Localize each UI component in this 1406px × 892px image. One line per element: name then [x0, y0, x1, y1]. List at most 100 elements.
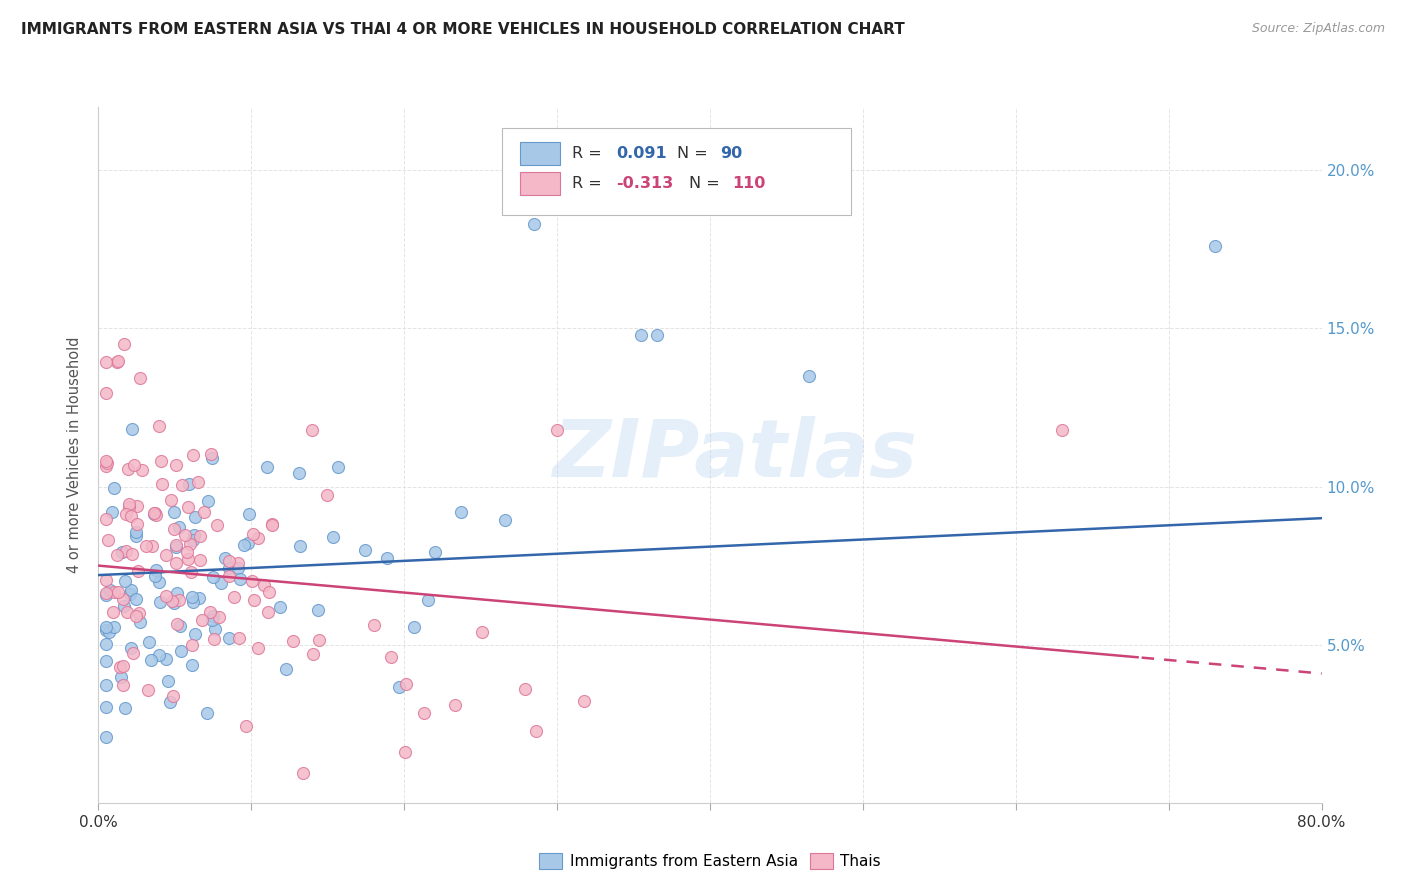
Point [260, 516, 283, 531]
Point [218, 632, 240, 646]
Point [94, 731, 117, 745]
Point [209, 576, 232, 591]
Point [165, 556, 187, 570]
Point [218, 569, 240, 583]
Point [201, 570, 224, 584]
Point [165, 458, 187, 472]
Point [242, 592, 264, 607]
Point [226, 561, 249, 575]
Point [208, 610, 231, 624]
Point [107, 584, 129, 599]
Point [443, 698, 465, 713]
Point [138, 635, 160, 649]
Point [235, 719, 257, 733]
Point [257, 585, 280, 599]
Point [328, 460, 350, 475]
Point [523, 217, 546, 231]
Point [513, 681, 536, 696]
Point [214, 550, 236, 565]
Point [471, 625, 494, 640]
Point [412, 706, 434, 720]
Point [183, 448, 205, 462]
Point [799, 368, 821, 383]
Point [155, 652, 177, 666]
Point [163, 596, 186, 610]
Point [193, 505, 215, 519]
Point [307, 603, 329, 617]
Text: IMMIGRANTS FROM EASTERN ASIA VS THAI 4 OR MORE VEHICLES IN HOUSEHOLD CORRELATION: IMMIGRANTS FROM EASTERN ASIA VS THAI 4 O… [21, 22, 905, 37]
Point [166, 616, 188, 631]
Point [198, 605, 221, 619]
Point [163, 522, 186, 536]
Text: R =: R = [572, 146, 606, 161]
Point [94, 678, 117, 692]
Point [94, 699, 117, 714]
Point [111, 678, 134, 692]
Point [253, 577, 276, 591]
Point [94, 624, 117, 638]
Point [242, 574, 264, 588]
Point [288, 466, 311, 480]
Point [246, 640, 269, 655]
Point [167, 592, 190, 607]
Point [291, 766, 314, 780]
Point [148, 574, 170, 589]
Point [94, 620, 117, 634]
Point [94, 573, 117, 587]
Point [204, 622, 226, 636]
Point [96, 654, 118, 668]
Point [354, 542, 377, 557]
Point [218, 561, 240, 575]
Point [176, 551, 198, 566]
Point [115, 507, 138, 521]
Point [125, 529, 148, 543]
Point [118, 497, 141, 511]
Point [187, 475, 209, 489]
Point [143, 506, 166, 520]
Point [112, 592, 135, 607]
Point [148, 418, 170, 433]
Point [179, 537, 201, 551]
Point [191, 614, 214, 628]
Point [247, 531, 270, 545]
Point [120, 508, 142, 523]
Point [163, 505, 186, 519]
Point [630, 327, 652, 342]
Point [202, 609, 225, 624]
Point [200, 447, 222, 461]
Point [121, 422, 143, 436]
Point [149, 595, 172, 609]
Point [96, 454, 118, 468]
Point [120, 582, 142, 597]
Point [150, 477, 173, 491]
Point [322, 530, 344, 544]
Point [145, 563, 167, 577]
Point [394, 745, 416, 759]
Point [112, 599, 135, 613]
Point [202, 632, 225, 646]
Point [308, 632, 330, 647]
Point [110, 670, 132, 684]
Point [108, 660, 131, 674]
Point [103, 620, 125, 634]
Point [105, 548, 128, 562]
Y-axis label: 4 or more Vehicles in Household: 4 or more Vehicles in Household [67, 336, 83, 574]
Point [125, 516, 148, 531]
Point [162, 690, 184, 704]
Point [197, 493, 219, 508]
Point [201, 613, 224, 627]
Point [283, 634, 305, 648]
Point [494, 513, 516, 527]
FancyBboxPatch shape [502, 128, 851, 215]
Point [181, 595, 204, 609]
Text: 0.091: 0.091 [616, 146, 666, 161]
Point [207, 518, 229, 533]
Point [111, 545, 134, 559]
Point [183, 626, 205, 640]
Text: -0.313: -0.313 [616, 176, 673, 191]
Point [380, 650, 402, 665]
Point [155, 589, 177, 603]
Point [180, 658, 202, 673]
Point [97, 533, 120, 548]
Point [159, 492, 181, 507]
